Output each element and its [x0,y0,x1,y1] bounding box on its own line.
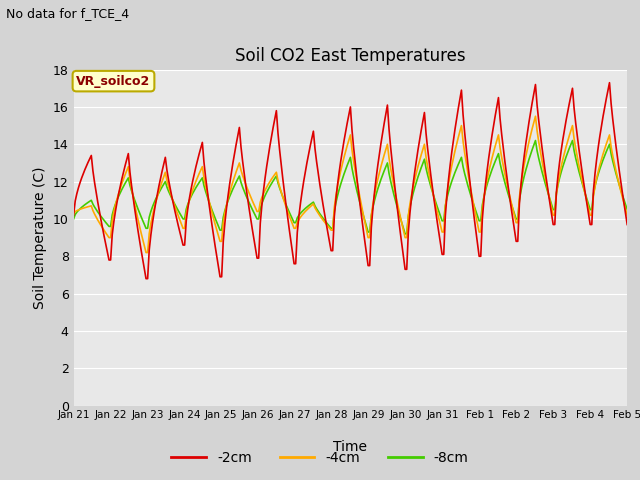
Text: No data for f_TCE_4: No data for f_TCE_4 [6,7,129,20]
Title: Soil CO2 East Temperatures: Soil CO2 East Temperatures [235,47,466,65]
Legend: -2cm, -4cm, -8cm: -2cm, -4cm, -8cm [166,445,474,471]
X-axis label: Time: Time [333,440,367,454]
Y-axis label: Soil Temperature (C): Soil Temperature (C) [33,167,47,309]
Text: VR_soilco2: VR_soilco2 [76,74,150,88]
